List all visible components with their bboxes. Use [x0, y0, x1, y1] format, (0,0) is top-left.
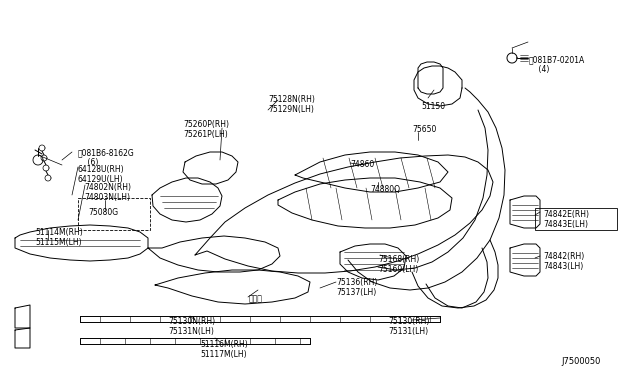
Text: 未塗装: 未塗装: [249, 294, 263, 303]
Text: 51116M(RH)
51117M(LH): 51116M(RH) 51117M(LH): [200, 340, 248, 359]
Text: 75130(RH)
75131(LH): 75130(RH) 75131(LH): [388, 317, 429, 336]
Text: 75080G: 75080G: [88, 208, 118, 217]
Text: 74842E(RH)
74843E(LH): 74842E(RH) 74843E(LH): [543, 210, 589, 230]
Text: 75168(RH)
75169(LH): 75168(RH) 75169(LH): [378, 255, 419, 275]
Text: Ⓑ081B6-8162G
    (6): Ⓑ081B6-8162G (6): [78, 148, 135, 167]
Text: 75136(RH)
75137(LH): 75136(RH) 75137(LH): [336, 278, 378, 297]
Bar: [78, 198, 150, 230]
Text: 75260P(RH)
75261P(LH): 75260P(RH) 75261P(LH): [183, 120, 229, 140]
Text: 75650: 75650: [412, 125, 436, 134]
Text: 51114M(RH)
51115M(LH): 51114M(RH) 51115M(LH): [35, 228, 83, 247]
Text: 51150: 51150: [421, 102, 445, 111]
Text: 64128U(RH)
64129U(LH): 64128U(RH) 64129U(LH): [78, 165, 125, 185]
Text: 74880Q: 74880Q: [370, 185, 400, 194]
Bar: [535, 208, 617, 230]
Text: 74802N(RH)
74803N(LH): 74802N(RH) 74803N(LH): [84, 183, 131, 202]
Text: J7500050: J7500050: [561, 357, 600, 366]
Text: 74860: 74860: [350, 160, 374, 169]
Text: 75128N(RH)
75129N(LH): 75128N(RH) 75129N(LH): [268, 95, 315, 115]
Text: 74842(RH)
74843(LH): 74842(RH) 74843(LH): [543, 252, 584, 272]
Text: 75130N(RH)
75131N(LH): 75130N(RH) 75131N(LH): [168, 317, 215, 336]
Text: Ⓑ081B7-0201A
    (4): Ⓑ081B7-0201A (4): [529, 55, 585, 74]
